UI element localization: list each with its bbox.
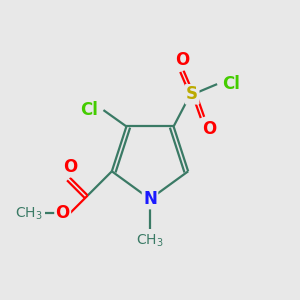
Text: O: O (202, 119, 217, 137)
Text: O: O (175, 51, 189, 69)
Text: Cl: Cl (80, 101, 98, 119)
Text: O: O (63, 158, 77, 176)
Text: N: N (143, 190, 157, 208)
Text: CH$_3$: CH$_3$ (136, 233, 164, 249)
Text: S: S (186, 85, 198, 103)
Text: CH$_3$: CH$_3$ (15, 205, 43, 221)
Text: O: O (56, 204, 70, 222)
Text: Cl: Cl (223, 74, 240, 92)
